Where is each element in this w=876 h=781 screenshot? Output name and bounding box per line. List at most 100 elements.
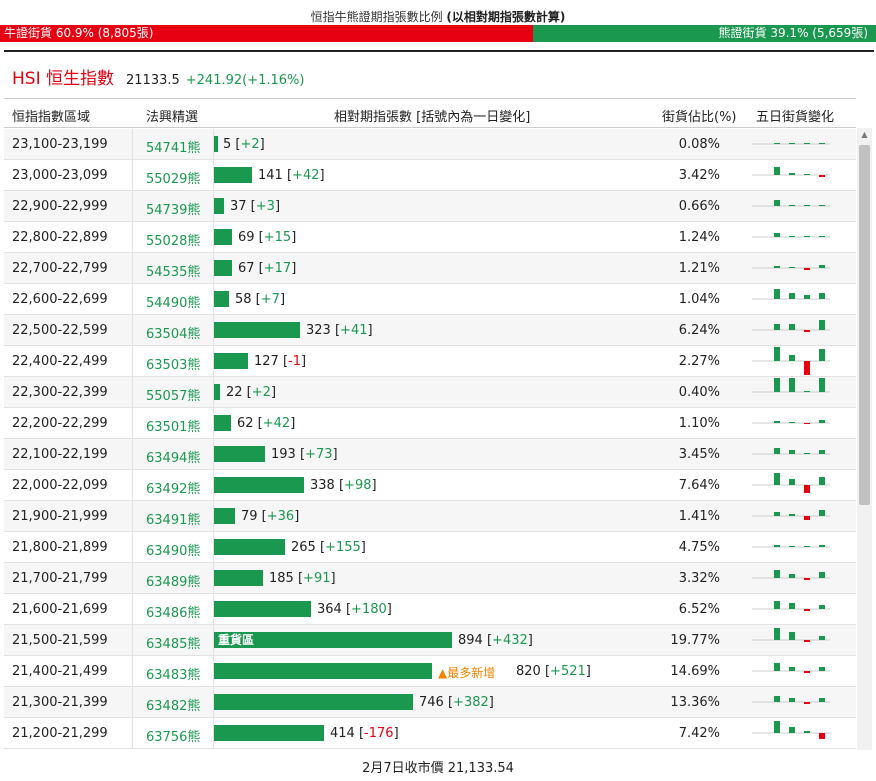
- index-range: 22,000-22,099: [12, 478, 108, 493]
- hsi-change: +241.92(+1.16%): [185, 73, 305, 88]
- warrant-code-link[interactable]: 63489熊: [146, 575, 201, 590]
- five-day-bar: [804, 236, 810, 237]
- index-range: 23,000-23,099: [12, 168, 108, 183]
- index-range: 21,500-21,599: [12, 633, 108, 648]
- scroll-up-icon[interactable]: ▲: [861, 130, 868, 139]
- contracts-value: 364 [+180]: [317, 602, 392, 617]
- warrant-code-link[interactable]: 54741熊: [146, 141, 201, 156]
- contracts-bar: [214, 415, 231, 431]
- five-day-bar: [789, 727, 795, 733]
- outstanding-share: 13.36%: [670, 695, 720, 710]
- contracts-change: +7: [260, 292, 280, 307]
- hsi-name[interactable]: HSI 恒生指數: [12, 69, 114, 89]
- five-day-bar: [774, 663, 780, 671]
- column-divider: [132, 129, 133, 159]
- warrant-code-link[interactable]: 63490熊: [146, 544, 201, 559]
- contracts-value: 894 [+432]: [458, 633, 533, 648]
- contracts-value: 414 [-176]: [330, 726, 399, 741]
- contracts-bar: [214, 291, 229, 307]
- contracts-value: 22 [+2]: [226, 385, 277, 400]
- five-day-bar: [819, 420, 825, 423]
- warrant-code-link[interactable]: 63503熊: [146, 358, 201, 373]
- five-day-change-chart: [752, 289, 830, 300]
- column-divider: [132, 470, 133, 500]
- warrant-code-link[interactable]: 55028熊: [146, 234, 201, 249]
- outstanding-share: 3.32%: [678, 571, 720, 586]
- column-divider: [213, 222, 214, 252]
- warrant-code-link[interactable]: 63756熊: [146, 730, 201, 745]
- warrant-code-link[interactable]: 54490熊: [146, 296, 201, 311]
- header-share: 街貨佔比(%): [662, 110, 737, 125]
- page-title: 恒指牛熊證期指張數比例 (以相對期指張數計算): [0, 8, 876, 25]
- column-divider: [213, 160, 214, 190]
- contracts-value: 58 [+7]: [235, 292, 286, 307]
- five-day-bar: [774, 512, 780, 516]
- column-divider: [213, 439, 214, 469]
- outstanding-share: 6.24%: [678, 323, 720, 338]
- five-day-bar: [789, 143, 795, 144]
- hsi-quote: HSI 恒生指數 21133.5 +241.92(+1.16%): [12, 64, 304, 89]
- table-row: 21,600-21,699 63486熊 364 [+180] 6.52%: [4, 594, 856, 625]
- warrant-code-link[interactable]: 63486熊: [146, 606, 201, 621]
- five-day-bar: [804, 546, 810, 547]
- contracts-change: +382: [453, 695, 489, 710]
- five-day-bar: [789, 324, 795, 330]
- contracts-count: 58: [235, 292, 252, 307]
- column-divider: [213, 625, 214, 655]
- five-day-change-chart: [752, 721, 830, 739]
- column-divider: [213, 594, 214, 624]
- five-day-change-chart: [752, 448, 830, 455]
- contracts-bar: [214, 136, 218, 152]
- outstanding-share: 0.08%: [678, 137, 720, 152]
- warrant-code-link[interactable]: 63482熊: [146, 699, 201, 714]
- outstanding-share: 0.66%: [678, 199, 720, 214]
- five-day-bar: [804, 205, 810, 206]
- warrant-code-link[interactable]: 55057熊: [146, 389, 201, 404]
- contracts-change: +91: [303, 571, 331, 586]
- warrant-code-link[interactable]: 63494熊: [146, 451, 201, 466]
- five-day-bar: [774, 601, 780, 609]
- five-day-bar: [804, 361, 810, 375]
- warrant-code-link[interactable]: 55029熊: [146, 172, 201, 187]
- column-divider: [213, 563, 214, 593]
- five-day-change-chart: [752, 696, 830, 704]
- five-day-bar: [819, 265, 825, 268]
- warrant-code-link[interactable]: 63483熊: [146, 668, 201, 683]
- column-divider: [132, 656, 133, 686]
- divider: [4, 50, 874, 52]
- five-day-bar: [789, 173, 795, 175]
- index-range: 22,100-22,199: [12, 447, 108, 462]
- bull-bear-ratio-bar: 牛證街貨 60.9% (8,805張) 熊證街貨 39.1% (5,659張): [0, 25, 876, 42]
- column-divider: [213, 377, 214, 407]
- five-day-bar: [789, 378, 795, 392]
- scrollbar-thumb[interactable]: [859, 145, 870, 505]
- column-divider: [213, 656, 214, 686]
- five-day-bar: [804, 423, 810, 424]
- warrant-code-link[interactable]: 63501熊: [146, 420, 201, 435]
- five-day-bar: [819, 378, 825, 392]
- warrant-code-link[interactable]: 54535熊: [146, 265, 201, 280]
- outstanding-share: 6.52%: [678, 602, 720, 617]
- five-day-bar: [774, 628, 780, 640]
- column-divider: [213, 501, 214, 531]
- warrant-code-link[interactable]: 63485熊: [146, 637, 201, 652]
- warrant-code-link[interactable]: 54739熊: [146, 203, 201, 218]
- table-row: 21,300-21,399 63482熊 746 [+382] 13.36%: [4, 687, 856, 718]
- contracts-value: 185 [+91]: [269, 571, 336, 586]
- five-day-bar: [819, 667, 825, 671]
- index-range: 22,400-22,499: [12, 354, 108, 369]
- five-day-bar: [789, 514, 795, 516]
- index-range: 22,200-22,299: [12, 416, 108, 431]
- bear-ratio-segment: 熊證街貨 39.1% (5,659張): [533, 25, 876, 42]
- contracts-change: +36: [266, 509, 295, 524]
- five-day-bar: [819, 510, 825, 516]
- warrant-code-link[interactable]: 63504熊: [146, 327, 201, 342]
- five-day-bar: [789, 698, 795, 702]
- warrant-code-link[interactable]: 63491熊: [146, 513, 201, 528]
- five-day-bar: [789, 267, 795, 268]
- table-row: 22,600-22,699 54490熊 58 [+7] 1.04%: [4, 284, 856, 315]
- five-day-bar: [819, 349, 825, 361]
- contracts-count: 414: [330, 726, 355, 741]
- column-divider: [132, 594, 133, 624]
- warrant-code-link[interactable]: 63492熊: [146, 482, 201, 497]
